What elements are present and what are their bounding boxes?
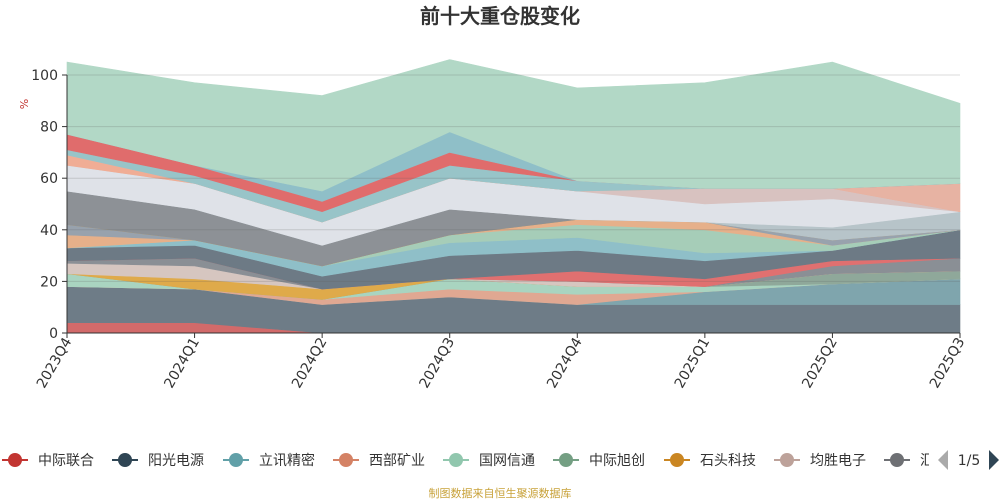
y-tick-label: 60 bbox=[40, 171, 58, 187]
source-note: 制图数据来自恒生聚源数据库 bbox=[429, 486, 572, 500]
legend-item[interactable]: 中际旭创 bbox=[553, 453, 645, 469]
legend-label: 汇 bbox=[920, 453, 934, 469]
legend-label: 国网信通 bbox=[479, 453, 535, 469]
x-tick-label: 2024Q2 bbox=[289, 335, 331, 391]
legend-marker-icon bbox=[449, 453, 463, 467]
legend-item[interactable]: 中际联合 bbox=[2, 453, 94, 469]
legend-item[interactable]: 汇 bbox=[884, 453, 934, 469]
legend-label: 阳光电源 bbox=[148, 453, 204, 469]
legend-next-arrow-icon[interactable] bbox=[989, 450, 999, 470]
y-tick-label: 20 bbox=[40, 274, 58, 290]
legend-marker-icon bbox=[229, 453, 243, 467]
chart-title: 前十大重仓股变化 bbox=[420, 4, 580, 28]
y-tick-label: 0 bbox=[49, 326, 58, 342]
legend-item[interactable]: 石头科技 bbox=[664, 453, 756, 469]
legend-label: 石头科技 bbox=[700, 453, 756, 469]
x-tick-label: 2025Q3 bbox=[927, 335, 969, 391]
y-axis-unit: % bbox=[18, 99, 31, 109]
legend-item[interactable]: 国网信通 bbox=[443, 453, 535, 469]
area-series-25[interactable] bbox=[66, 59, 961, 192]
legend-page-indicator: 1/5 bbox=[958, 453, 981, 469]
x-tick-label: 2025Q2 bbox=[799, 335, 841, 391]
legend-item[interactable]: 阳光电源 bbox=[112, 453, 204, 469]
x-tick-label: 2025Q1 bbox=[672, 335, 714, 391]
legend-item[interactable]: 均胜电子 bbox=[774, 453, 866, 469]
legend-marker-icon bbox=[559, 453, 573, 467]
legend-label: 立讯精密 bbox=[259, 452, 315, 469]
x-tick-label: 2024Q3 bbox=[417, 335, 459, 391]
y-tick-label: 40 bbox=[40, 223, 58, 239]
legend-label: 中际旭创 bbox=[589, 453, 645, 469]
legend-marker-icon bbox=[890, 453, 904, 467]
x-tick-label: 2023Q4 bbox=[34, 335, 76, 391]
legend-label: 均胜电子 bbox=[810, 453, 866, 469]
x-tick-label: 2024Q1 bbox=[161, 335, 203, 391]
legend-marker-icon bbox=[780, 453, 794, 467]
legend-item[interactable]: 立讯精密 bbox=[223, 452, 315, 469]
legend-pager: 1/5 bbox=[938, 450, 999, 470]
legend-label: 中际联合 bbox=[38, 453, 94, 469]
y-tick-label: 80 bbox=[40, 120, 58, 136]
y-tick-label: 100 bbox=[31, 68, 58, 84]
legend-marker-icon bbox=[118, 453, 132, 467]
legend-marker-icon bbox=[339, 453, 353, 467]
legend-label: 西部矿业 bbox=[369, 453, 425, 469]
x-tick-label: 2024Q4 bbox=[544, 335, 586, 391]
legend-marker-icon bbox=[8, 453, 22, 467]
legend-marker-icon bbox=[670, 453, 684, 467]
legend-prev-arrow-icon[interactable] bbox=[938, 450, 948, 470]
legend-item[interactable]: 西部矿业 bbox=[333, 453, 425, 469]
